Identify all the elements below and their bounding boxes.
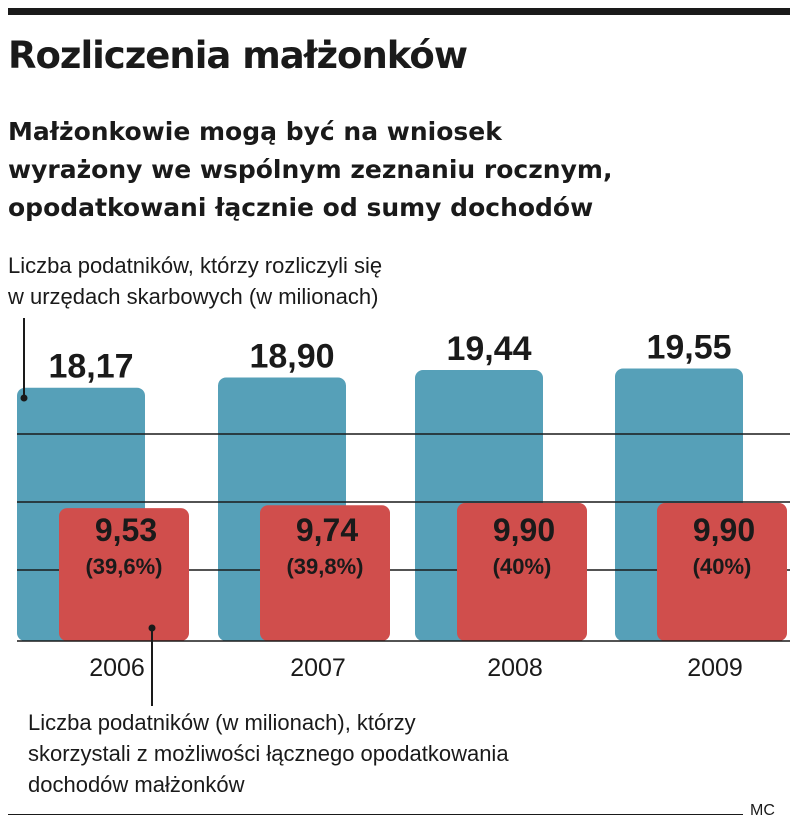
bar-joint-2007 <box>260 505 390 641</box>
x-tick-label-2008: 2008 <box>487 654 543 682</box>
value-label-joint-2008: 9,90 <box>493 512 555 548</box>
value-label-total-2007: 18,90 <box>249 338 334 376</box>
bar-joint-2008 <box>457 502 587 641</box>
top-rule <box>8 8 790 15</box>
value-label-joint-2006: 9,53 <box>95 512 157 548</box>
value-label-total-2006: 18,17 <box>48 348 133 386</box>
x-tick-label-2006: 2006 <box>89 654 145 682</box>
chart-title: Rozliczenia małżonków <box>8 34 468 77</box>
x-tick-label-2009: 2009 <box>687 654 743 682</box>
pointer-dot-joint <box>148 624 156 632</box>
annotation-joint-taxpayers: Liczba podatników (w milionach), którzy … <box>28 710 509 797</box>
share-label-joint-2009: (40%) <box>693 554 752 579</box>
pointer-dot-total <box>20 394 28 402</box>
value-label-joint-2009: 9,90 <box>693 512 755 548</box>
share-label-joint-2006: (39,6%) <box>85 554 162 579</box>
x-tick-label-2007: 2007 <box>290 654 346 682</box>
value-label-joint-2007: 9,74 <box>296 512 358 548</box>
share-label-joint-2007: (39,8%) <box>286 554 363 579</box>
credit-rule <box>8 814 743 815</box>
chart-subtitle: Małżonkowie mogą być na wniosek wyrażony… <box>8 117 613 222</box>
value-label-total-2008: 19,44 <box>446 330 531 368</box>
bar-joint-2006 <box>59 508 189 641</box>
annotation-total-taxpayers: Liczba podatników, którzy rozliczyli się… <box>8 253 383 309</box>
value-label-total-2009: 19,55 <box>646 328 731 366</box>
share-label-joint-2008: (40%) <box>493 554 552 579</box>
bar-joint-2009 <box>657 502 787 641</box>
credit: MC <box>750 802 775 819</box>
